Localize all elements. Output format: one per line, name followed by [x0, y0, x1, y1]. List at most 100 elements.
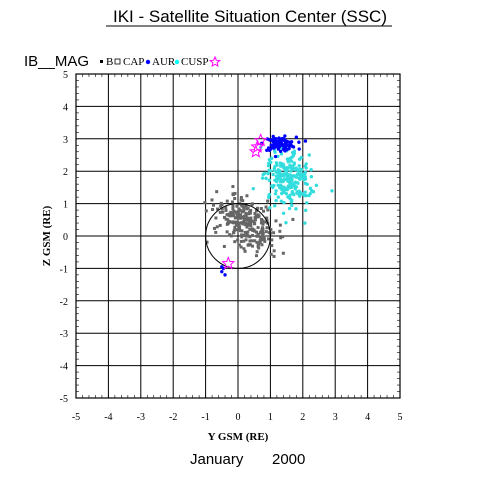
ib-mag-point [264, 230, 268, 234]
ib-mag-point [250, 203, 254, 207]
cusp-point [267, 168, 271, 173]
x-tick-label: 4 [365, 412, 370, 423]
cusp-point [294, 207, 298, 211]
cusp-point [291, 153, 296, 158]
ib-mag-point [236, 238, 240, 242]
ib-mag-point [249, 216, 253, 220]
ib-mag-point [246, 230, 250, 234]
cusp-point [280, 179, 285, 184]
cusp-point [295, 172, 300, 176]
cusp-point [274, 161, 279, 165]
cusp-point [302, 193, 307, 198]
cusp-point [273, 203, 277, 208]
legend-label: CUSP [181, 56, 209, 68]
ib-mag-point [260, 226, 264, 230]
x-tick-label: -1 [201, 412, 209, 423]
aur-point [220, 269, 224, 274]
ib-mag-point [235, 215, 239, 219]
ib-mag-point [231, 206, 235, 210]
ib-mag-point [272, 231, 276, 235]
aur-point [265, 148, 269, 152]
ib-mag-point [239, 245, 243, 249]
ib-mag-point [267, 237, 271, 241]
year-caption: 2000 [272, 451, 305, 468]
ib-mag-point [261, 222, 265, 226]
y-tick-label: 5 [63, 70, 68, 81]
x-tick-label: 3 [333, 412, 338, 423]
cusp-point [278, 161, 282, 165]
ib-mag-point [235, 213, 239, 217]
legend-marker-open-square [114, 58, 121, 65]
cusp-point [268, 206, 272, 210]
aur-point [297, 140, 301, 144]
page-title: IKI - Satellite Situation Center (SSC) [113, 7, 387, 26]
ib-mag-point [250, 233, 254, 237]
ib-mag-point [215, 225, 219, 229]
ib-mag-point [262, 237, 266, 241]
ib-mag-point [253, 218, 257, 222]
x-tick-label: -5 [72, 412, 80, 423]
x-tick-label: 5 [398, 412, 403, 423]
ib-mag-point [255, 230, 259, 234]
ib-mag-point [270, 244, 274, 248]
ib-mag-point [231, 185, 235, 189]
ib-mag-point [274, 219, 278, 223]
ib-mag-point [219, 204, 223, 208]
legend-marker-star [208, 55, 222, 68]
ib-mag-point [253, 212, 257, 216]
ib-mag-point [267, 231, 271, 235]
ib-mag-point [256, 215, 260, 219]
ib-mag-point [232, 231, 236, 235]
cusp-point [287, 196, 292, 200]
ib-mag-point [256, 226, 260, 230]
ib-mag-point [265, 216, 269, 220]
ib-mag-point [224, 206, 228, 210]
ib-mag-point [227, 212, 231, 216]
x-tick-label: -2 [169, 412, 177, 423]
ib-mag-point [244, 211, 248, 215]
ib-mag-point [240, 210, 244, 214]
ib-mag-point [248, 227, 252, 231]
y-tick-label: -3 [60, 329, 68, 340]
ib-mag-point [231, 192, 235, 196]
ib-mag-point [246, 234, 250, 238]
ib-mag-point [205, 240, 209, 244]
ib-mag-point [225, 213, 229, 217]
ib-mag-point [253, 221, 257, 225]
cusp-point [276, 183, 280, 187]
cusp-point [330, 189, 334, 193]
ib-mag-point [235, 204, 239, 208]
aur-point [271, 134, 275, 139]
ib-mag-point [243, 249, 247, 253]
cusp-point [266, 171, 270, 176]
ib-mag-point [281, 235, 285, 239]
y-tick-label: 4 [63, 102, 68, 113]
cusp-point [296, 181, 300, 185]
cusp-point [309, 175, 314, 179]
ib-mag-point [234, 220, 238, 224]
ib-mag-point [260, 243, 264, 247]
ib-mag-point [278, 229, 282, 233]
cusp-point [300, 191, 304, 196]
x-tick-label: -3 [137, 412, 145, 423]
cusp-point [286, 160, 290, 164]
ib-mag-point [256, 232, 260, 236]
ib-mag-point [258, 240, 262, 244]
ib-mag-point [242, 214, 246, 218]
cusp-point [266, 163, 271, 168]
cusp-point [281, 211, 286, 216]
ib-mag-point [244, 238, 248, 242]
cusp-point [303, 171, 307, 176]
legend-label: AUR [152, 56, 176, 68]
ib-mag-point [251, 244, 255, 248]
ib-mag-point [262, 209, 266, 213]
cusp-point [314, 183, 319, 188]
ib-mag-point [246, 206, 250, 210]
cusp-point [304, 162, 308, 166]
x-tick-label: 0 [236, 412, 241, 423]
cusp-point [285, 165, 289, 170]
ib-mag-point [237, 207, 241, 211]
y-tick-label: -1 [60, 264, 68, 275]
ib-mag-point [245, 225, 249, 229]
